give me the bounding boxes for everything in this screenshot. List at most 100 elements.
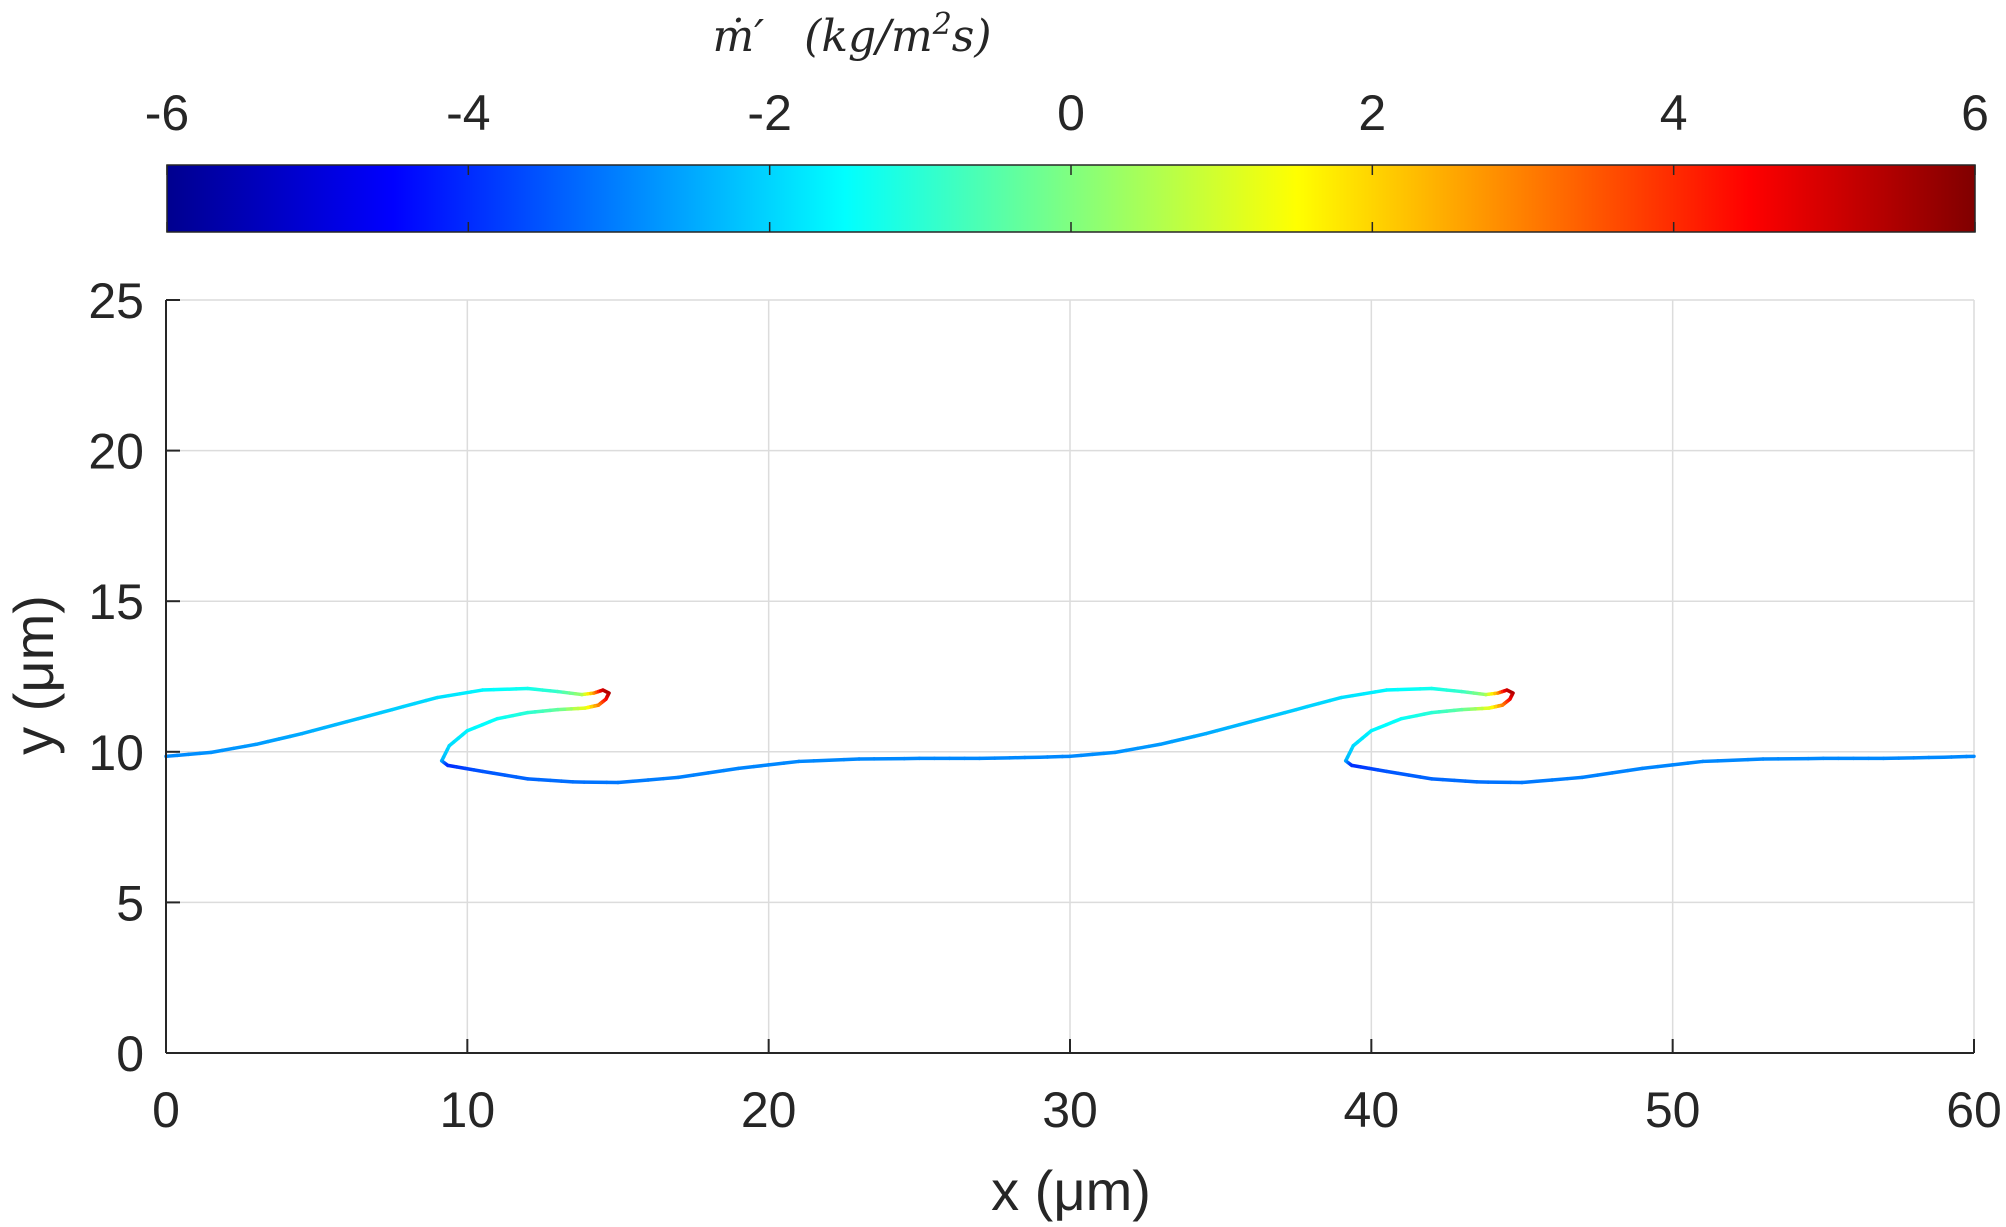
interface-segment [1350,692,1366,698]
interface-segment [446,692,462,698]
x-tick-label: 60 [1946,1082,2002,1138]
interface-segment [1395,771,1411,777]
interface-segment [1147,742,1163,749]
interface-segment [1113,748,1129,755]
interface-segment [1169,737,1185,744]
interface-segment [1328,695,1343,703]
x-tick-label: 40 [1344,1082,1400,1138]
interface-segment [537,777,552,783]
interface-segment [322,722,338,730]
interface-segment [288,731,304,739]
interface-segment [1090,751,1106,757]
interface-segment [186,751,202,757]
interface-segment [736,764,756,771]
interface-segment [1685,759,1705,765]
interface-segment [1441,777,1456,783]
interface-segment [243,742,259,749]
y-axis-ticks: 0 5 10 15 20 25 [88,273,180,1082]
interface-segment [401,701,417,709]
interface-segment [1226,722,1242,730]
interface-segment [1079,752,1095,758]
interface-segment [232,744,247,751]
interface-segment [1625,766,1645,773]
interface-segment [548,778,564,783]
interface-segment [175,752,191,758]
interface-segment [721,766,741,773]
interface-segment [1670,761,1690,767]
interface-segment [1124,746,1140,753]
interface-segment [277,734,293,741]
interface-segment [1407,773,1423,779]
interface-segment [842,757,861,762]
interface-segment [1136,744,1151,751]
interface-segment [412,698,428,706]
interface-segment [1655,763,1675,769]
x-tick-label: 30 [1042,1082,1098,1138]
colorbar-tick-labels: -6 -4 -2 0 2 4 6 [145,85,1989,141]
interface-segment [1362,690,1377,696]
interface-segment [706,768,726,775]
interface-segment [220,746,236,753]
interface-curve [164,686,1976,785]
interface-segment [299,728,315,736]
interface-segment [676,773,696,780]
interface-segment [1535,778,1554,783]
interface-segment [1102,750,1117,756]
interface-segment [1158,739,1174,747]
colorbar-tick-label: 4 [1660,85,1688,141]
interface-segment [616,779,635,785]
colorbar-tick-label: -2 [747,85,791,141]
interface-segment [751,763,771,769]
interface-segment [1580,773,1600,780]
interface-segment [781,759,801,765]
x-tick-label: 20 [741,1082,797,1138]
interface-segment [1249,716,1264,724]
interface-segment [265,737,281,744]
interface-segment [1384,769,1400,776]
interface-segment [766,761,786,767]
interface-segment [1316,698,1332,706]
interface-segment [1373,688,1389,694]
colorbar-tick-label: 2 [1358,85,1386,141]
x-tick-label: 0 [152,1082,180,1138]
interface-segment [1731,757,1750,762]
interface-segment [1452,778,1468,783]
colorbar-gradient [166,164,1976,233]
interface-segment [1640,764,1660,771]
interface-segment [1294,704,1310,712]
interface-segment [469,688,485,694]
interface-segment [435,693,451,700]
colorbar-tick-label: 0 [1057,85,1085,141]
interface-segment [1271,710,1287,718]
interface-segment [812,758,831,763]
interface-segment [1520,779,1539,785]
interface-segment [1595,771,1615,777]
interface-segment [1429,777,1445,782]
interface-segment [1610,768,1630,775]
interface-segment [1418,775,1434,781]
interface-segment [661,775,681,781]
y-tick-label: 0 [116,1026,144,1082]
interface-segment [525,777,541,782]
interface-segment [1716,758,1735,763]
interface-segment [1305,701,1321,709]
colorbar-ticks [166,165,1976,232]
interface-segment [1068,753,1084,759]
y-tick-label: 25 [88,273,144,329]
interface-segment [333,719,349,727]
interface-segment [209,748,225,755]
interface-segment [1237,719,1253,727]
y-tick-label: 10 [88,725,144,781]
x-tick-label: 50 [1645,1082,1701,1138]
y-tick-label: 20 [88,424,144,480]
x-axis-label: x (μm) [991,1159,1151,1222]
interface-segment [1215,725,1230,733]
interface-segment [311,725,326,733]
grid-lines [165,299,1975,1054]
interface-segment [503,773,519,779]
interface-segment [390,704,406,712]
colorbar: ṁ′ (kg/m2s) -6 -4 -2 0 2 4 6 [145,7,1989,233]
y-axis-label: y (μm) [2,595,65,755]
interface-segment [559,779,575,784]
